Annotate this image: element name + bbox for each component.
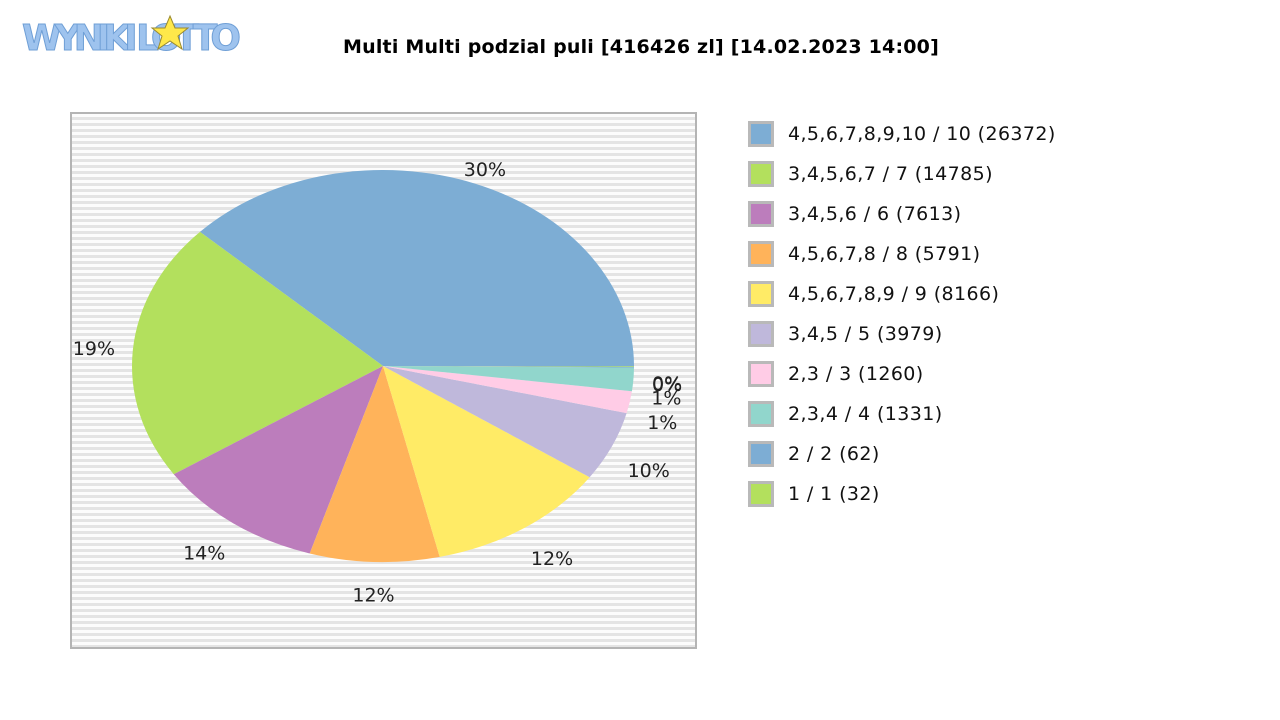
pie-slice-0 <box>199 170 634 366</box>
wyniki-lotto-logo: WYNIKI LOTTO <box>22 14 242 58</box>
legend-swatch-6 <box>748 361 774 387</box>
legend-item-0: 4,5,6,7,8,9,10 / 10 (26372) <box>748 121 1056 161</box>
legend-swatch-1 <box>748 161 774 187</box>
legend-swatch-9 <box>748 481 774 507</box>
legend-item-3: 4,5,6,7,8 / 8 (5791) <box>748 241 1056 281</box>
legend-item-1: 3,4,5,6,7 / 7 (14785) <box>748 161 1056 201</box>
legend-label-2: 3,4,5,6 / 6 (7613) <box>788 203 962 225</box>
pie-label-9: 0% <box>652 373 682 395</box>
pie-slice-9 <box>383 366 634 367</box>
legend-item-4: 4,5,6,7,8,9 / 9 (8166) <box>748 281 1056 321</box>
legend-swatch-3 <box>748 241 774 267</box>
pie-slice-8 <box>383 366 634 368</box>
legend-item-5: 3,4,5 / 5 (3979) <box>748 321 1056 361</box>
pie-slice-4 <box>383 366 590 557</box>
pie-label-2: 14% <box>183 543 225 565</box>
legend-item-8: 2 / 2 (62) <box>748 441 1056 481</box>
pie-slice-5 <box>383 366 627 478</box>
legend-swatch-7 <box>748 401 774 427</box>
legend-label-9: 1 / 1 (32) <box>788 483 880 505</box>
legend-label-5: 3,4,5 / 5 (3979) <box>788 323 943 345</box>
legend-label-6: 2,3 / 3 (1260) <box>788 363 924 385</box>
legend-label-7: 2,3,4 / 4 (1331) <box>788 403 943 425</box>
pie-label-3: 12% <box>352 585 394 607</box>
pie-slice-2 <box>173 366 383 554</box>
legend-label-0: 4,5,6,7,8,9,10 / 10 (26372) <box>788 123 1056 145</box>
legend-swatch-4 <box>748 281 774 307</box>
pie-label-5: 10% <box>628 460 670 482</box>
legend-label-1: 3,4,5,6,7 / 7 (14785) <box>788 163 993 185</box>
legend-item-6: 2,3 / 3 (1260) <box>748 361 1056 401</box>
legend-swatch-8 <box>748 441 774 467</box>
pie-label-8: 0% <box>652 374 682 396</box>
legend-label-3: 4,5,6,7,8 / 8 (5791) <box>788 243 981 265</box>
pie-label-4: 12% <box>531 548 573 570</box>
legend-label-8: 2 / 2 (62) <box>788 443 880 465</box>
legend-swatch-2 <box>748 201 774 227</box>
legend-swatch-5 <box>748 321 774 347</box>
legend-item-2: 3,4,5,6 / 6 (7613) <box>748 201 1056 241</box>
chart-title: Multi Multi podzial puli [416426 zl] [14… <box>342 36 939 58</box>
svg-text:WYNIKI LOTTO: WYNIKI LOTTO <box>22 18 240 58</box>
pie-slice-3 <box>309 366 440 562</box>
pie-label-6: 1% <box>647 412 677 434</box>
legend-swatch-0 <box>748 121 774 147</box>
pie-label-0: 30% <box>464 159 506 181</box>
pie-label-1: 19% <box>73 338 115 360</box>
legend-item-9: 1 / 1 (32) <box>748 481 1056 521</box>
pie-slice-6 <box>383 366 632 414</box>
legend: 4,5,6,7,8,9,10 / 10 (26372) 3,4,5,6,7 / 7… <box>748 121 1056 521</box>
legend-label-4: 4,5,6,7,8,9 / 9 (8166) <box>788 283 1000 305</box>
pie-slice-7 <box>383 366 634 392</box>
legend-item-7: 2,3,4 / 4 (1331) <box>748 401 1056 441</box>
pie-label-7: 1% <box>651 387 681 409</box>
pie-slice-1 <box>131 231 383 475</box>
